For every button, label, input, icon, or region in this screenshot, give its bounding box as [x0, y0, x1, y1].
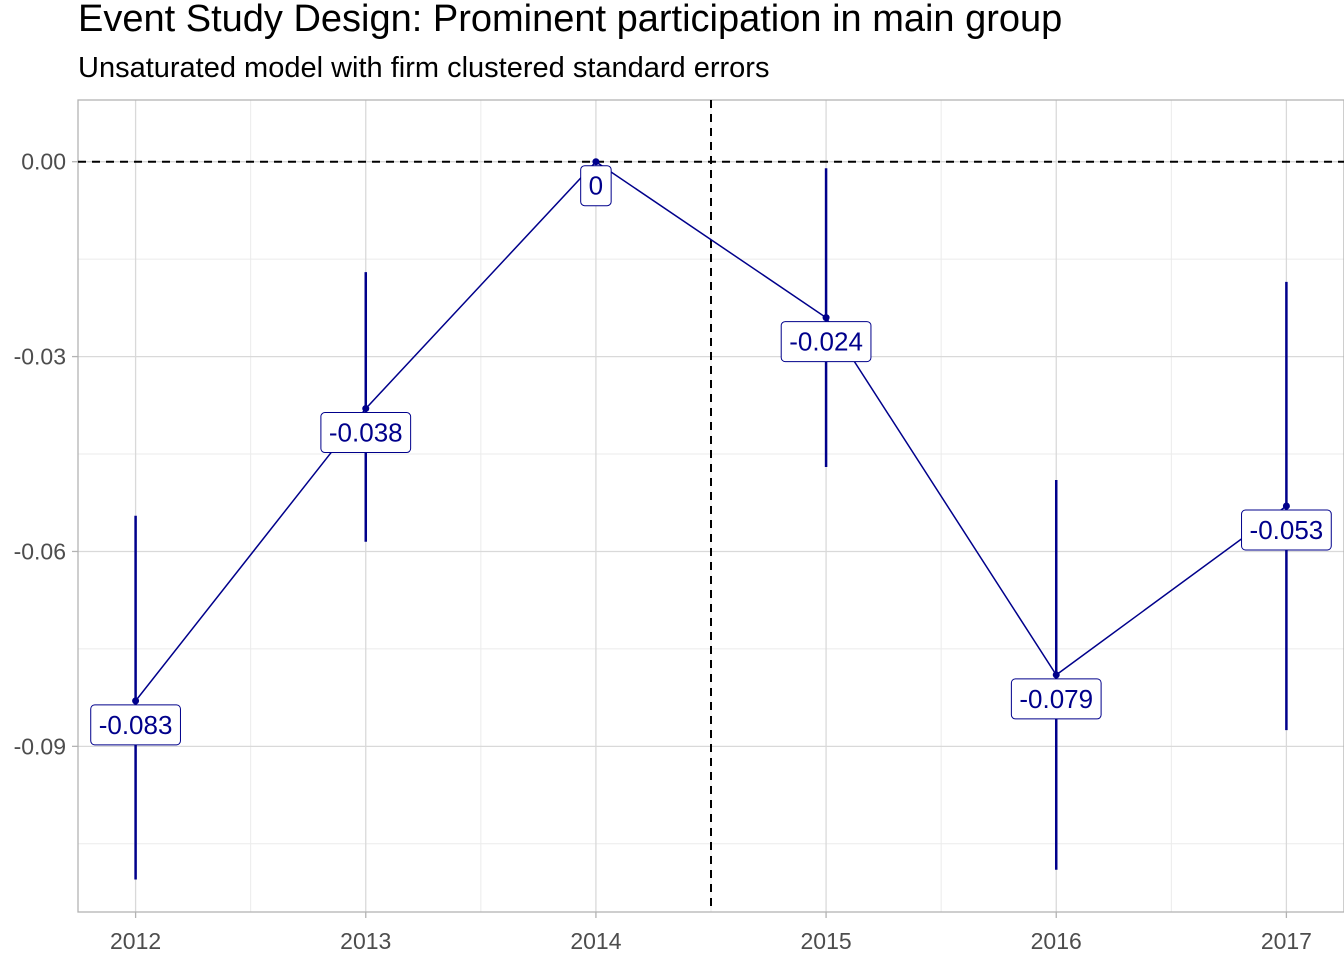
x-tick-label: 2013 [340, 928, 391, 954]
data-label-box-2015 [780, 321, 872, 363]
data-label-2012: -0.083 [99, 710, 173, 740]
data-label-2014: 0 [589, 171, 603, 201]
data-point-2012 [132, 697, 140, 705]
data-label-box-2012 [90, 704, 181, 746]
x-tick-label: 2015 [800, 928, 851, 954]
data-point-2014 [592, 158, 600, 166]
data-label-box-2014 [580, 165, 612, 207]
data-point-2015 [822, 314, 830, 322]
data-label-box-2013 [320, 412, 412, 454]
data-label-box-2016 [1010, 678, 1102, 720]
y-tick-label: -0.06 [14, 538, 66, 564]
data-point-2017 [1282, 502, 1290, 510]
data-point-2016 [1052, 671, 1060, 679]
data-label-2017: -0.053 [1250, 515, 1324, 545]
data-label-box-2017 [1241, 509, 1332, 551]
data-point-2013 [362, 405, 370, 413]
x-tick-label: 2016 [1031, 928, 1082, 954]
y-tick-label: -0.09 [14, 733, 66, 759]
chart-subtitle: Unsaturated model with firm clustered st… [78, 52, 770, 84]
y-tick-label: -0.03 [14, 344, 66, 370]
chart-title: Event Study Design: Prominent participat… [78, 0, 1063, 40]
x-tick-label: 2017 [1261, 928, 1312, 954]
x-tick-label: 2014 [570, 928, 621, 954]
data-label-2015: -0.024 [789, 327, 863, 357]
data-label-2016: -0.079 [1019, 684, 1093, 714]
x-tick-label: 2012 [110, 928, 161, 954]
data-label-2013: -0.038 [329, 418, 403, 448]
series-line [135, 160, 1287, 702]
y-tick-label: 0.00 [21, 149, 66, 175]
